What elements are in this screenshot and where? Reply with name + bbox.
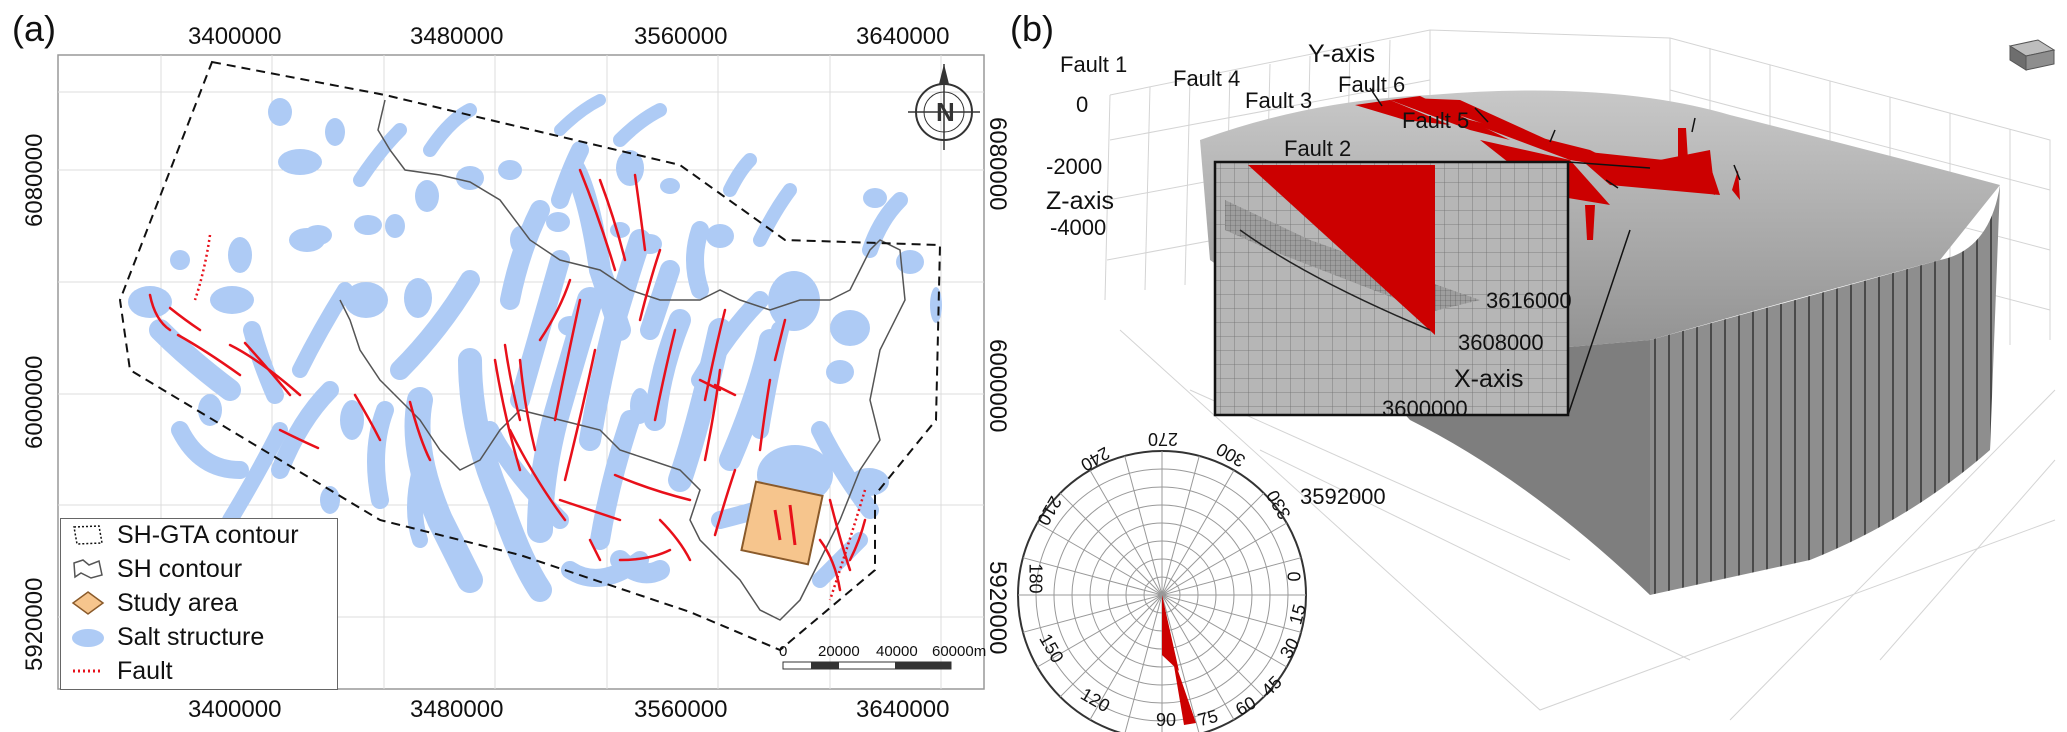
faults-3d <box>1355 96 1740 240</box>
y-tick-right-3: 5920000 <box>984 561 1011 655</box>
z-axis-label: Z-axis <box>1046 187 1115 215</box>
legend-label: SH contour <box>117 554 243 583</box>
fault-6-label: Fault 6 <box>1338 72 1406 97</box>
fault-2-label: Fault 2 <box>1284 136 1352 161</box>
panel-a-label: (a) <box>12 8 56 49</box>
zoom-inset <box>1213 160 1651 417</box>
svg-text:N: N <box>936 97 955 127</box>
orientation-cube-icon <box>2008 39 2056 71</box>
legend-row: Salt structure <box>71 621 264 653</box>
y-tick-right-2: 6000000 <box>984 339 1011 433</box>
y-tick-right-1: 6080000 <box>984 117 1011 211</box>
x-tick-top-1: 3400000 <box>188 23 282 50</box>
map-frame <box>57 54 985 690</box>
scalebar-label-3: 60000m <box>932 643 987 660</box>
legend-row: SH contour <box>71 553 242 585</box>
north-arrow-icon: N <box>908 64 980 150</box>
fault-dotted-left <box>193 234 212 301</box>
x-tick-top-2: 3480000 <box>410 23 504 50</box>
x-tick-2: 3608000 <box>1458 330 1544 355</box>
panel-b-label: (b) <box>1010 8 1054 49</box>
fault-leaders <box>1369 87 1741 189</box>
faults <box>148 168 867 592</box>
scale-bar <box>782 661 952 670</box>
y-tick-left-1: 6080000 <box>21 133 48 227</box>
fault-1-label: Fault 1 <box>1060 52 1128 77</box>
blue-blob-icon <box>72 629 104 647</box>
scalebar-label-2: 40000 <box>876 643 918 660</box>
red-dotted-line-icon <box>73 669 103 673</box>
x-tick-bottom-4: 3640000 <box>856 696 950 723</box>
y-tick-left-3: 5920000 <box>21 577 48 671</box>
fault-4-label: Fault 4 <box>1173 66 1241 91</box>
map-legend: SH-GTA contour SH contour Study area Sal… <box>60 518 338 690</box>
x-tick-1: 3616000 <box>1486 288 1572 313</box>
scalebar-label-1: 20000 <box>818 643 860 660</box>
panel-b: (b) <box>1010 0 2067 732</box>
study-area-box <box>740 480 824 566</box>
outline-polygon-icon <box>73 559 103 579</box>
legend-label: Fault <box>117 656 173 685</box>
model-side-wall <box>1650 185 2000 595</box>
rose-label-90: 90 <box>1156 710 1177 730</box>
x-tick-top-3: 3560000 <box>634 23 728 50</box>
fault-3-label: Fault 3 <box>1245 88 1313 113</box>
dotted-polygon-icon <box>73 525 103 545</box>
panel-a: (a) <box>0 0 1011 732</box>
fault-5-label: Fault 5 <box>1402 108 1470 133</box>
x-tick-4: 3592000 <box>1300 484 1386 509</box>
legend-label: Salt structure <box>117 622 265 651</box>
legend-row: SH-GTA contour <box>71 519 299 551</box>
x-tick-3: 3600000 <box>1382 396 1468 421</box>
z-tick-0: 0 <box>1076 92 1089 117</box>
sh-contour <box>339 99 906 621</box>
legend-label: Study area <box>117 588 238 617</box>
rose-label-270: 270 <box>1148 429 1179 449</box>
x-tick-bottom-3: 3560000 <box>634 696 728 723</box>
legend-row: Study area <box>71 587 238 619</box>
x-tick-top-4: 3640000 <box>856 23 950 50</box>
sh-gta-contour <box>118 60 942 652</box>
y-axis-label: Y-axis <box>1308 40 1376 68</box>
fault-dotted-right <box>828 489 867 601</box>
legend-label: SH-GTA contour <box>117 520 299 549</box>
x-tick-bottom-1: 3400000 <box>188 696 282 723</box>
study-area-faults <box>773 504 797 546</box>
scalebar-label-0: 0 <box>779 643 788 660</box>
model-3d-canvas <box>1017 29 2056 732</box>
x-tick-bottom-2: 3480000 <box>410 696 504 723</box>
rose-label-0: 0 <box>1284 571 1305 582</box>
rose-diagram <box>1017 450 1307 732</box>
orange-diamond-icon <box>71 591 105 615</box>
z-tick-2000: -2000 <box>1046 154 1103 179</box>
y-tick-left-2: 6000000 <box>21 355 48 449</box>
legend-row: Fault <box>71 655 173 687</box>
map-canvas: N <box>57 54 985 690</box>
rose-label-180: 180 <box>1025 563 1046 594</box>
x-axis-label: X-axis <box>1454 365 1524 393</box>
z-tick-4000: -4000 <box>1050 215 1107 240</box>
